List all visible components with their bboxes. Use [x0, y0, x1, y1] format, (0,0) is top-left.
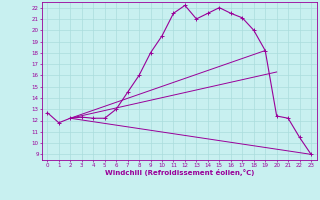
X-axis label: Windchill (Refroidissement éolien,°C): Windchill (Refroidissement éolien,°C) — [105, 169, 254, 176]
